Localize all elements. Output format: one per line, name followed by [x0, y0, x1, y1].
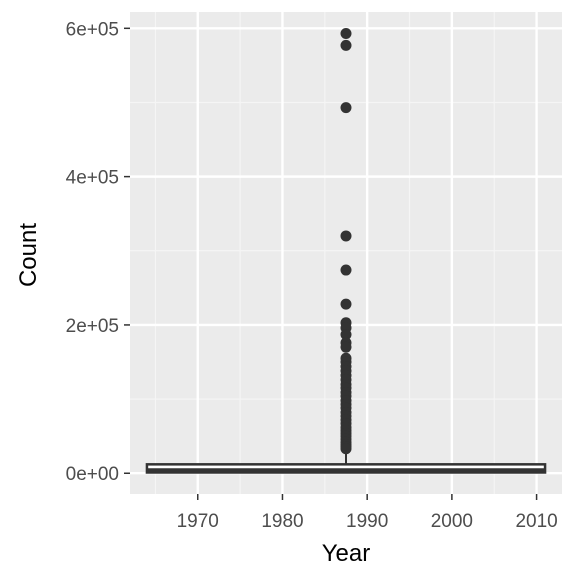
outlier-points: [340, 28, 352, 455]
y-axis-title: Count: [15, 223, 42, 287]
y-tick-labels: 0e+00 2e+05 4e+05 6e+05: [66, 19, 119, 485]
outlier-point: [340, 39, 352, 51]
x-tick-label: 2000: [431, 511, 473, 532]
y-tick-label: 4e+05: [66, 168, 119, 189]
y-tick-label: 6e+05: [66, 19, 119, 40]
y-tick-label: 2e+05: [66, 316, 119, 337]
x-tick-label: 1970: [177, 511, 219, 532]
x-tick-label: 1980: [261, 511, 303, 532]
x-tick-labels: 1970 1980 1990 2000 2010: [177, 511, 558, 532]
outlier-point: [340, 28, 352, 40]
outlier-point: [340, 329, 352, 341]
outlier-point: [340, 443, 352, 455]
outlier-point: [340, 102, 352, 114]
x-axis-title: Year: [322, 540, 371, 567]
outlier-point: [340, 230, 352, 242]
y-tick-label: 0e+00: [66, 464, 119, 485]
outlier-point: [340, 298, 352, 310]
x-tick-label: 1990: [346, 511, 388, 532]
outlier-point: [340, 264, 352, 276]
x-tick-label: 2010: [515, 511, 557, 532]
box-layer: [145, 451, 547, 474]
axis-ticks: [124, 27, 538, 500]
outlier-point: [340, 341, 352, 353]
